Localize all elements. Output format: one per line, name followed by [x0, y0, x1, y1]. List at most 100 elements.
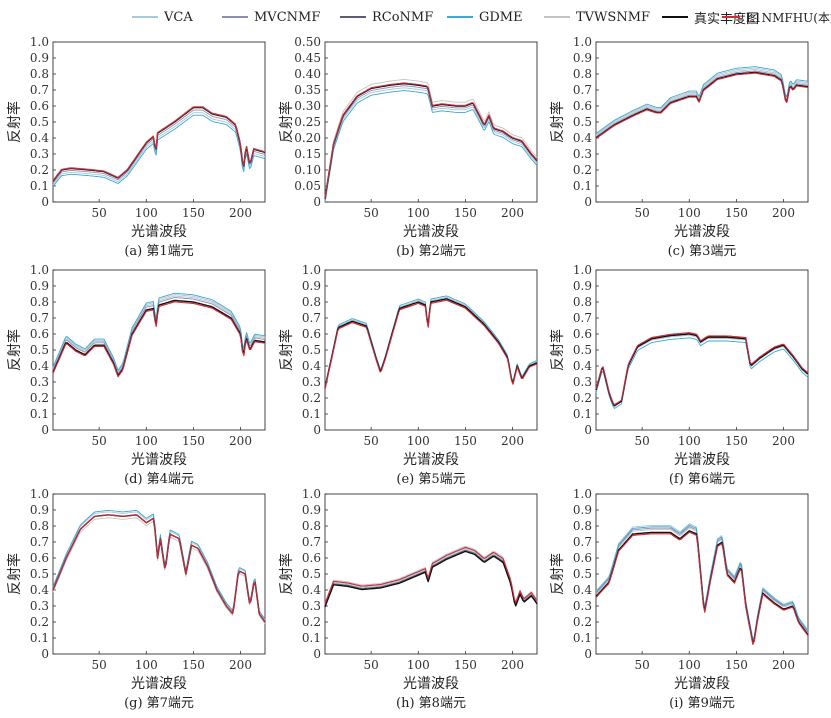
y-tick-label: 0.3 [302, 599, 321, 613]
chart-panel-d: 0 0.1 0.2 0.3 0.4 0.5 0.6 0.7 0.8 0.9 1.0 50 100 150 2… [6, 263, 266, 487]
x-tick-label: 100 [407, 434, 430, 448]
series-line-vca-b [324, 87, 538, 202]
y-tick-label: 0.9 [573, 279, 592, 293]
legend-swatch-mvcnmf [222, 16, 248, 18]
y-tick-label: 0.2 [302, 615, 321, 629]
series-line-gdme-f [595, 337, 809, 409]
panel-caption: (a) 第1端元 [124, 244, 193, 259]
x-tick-label: 200 [501, 434, 524, 448]
legend-swatch-gdme [447, 16, 473, 18]
y-tick-label: 0.2 [30, 391, 49, 405]
x-tick-label: 100 [678, 658, 701, 672]
y-tick-label: 0 [41, 195, 49, 209]
legend-label-tvwsnmf: TVWSNMF [576, 9, 651, 25]
chart-panel-c: 0 0.1 0.2 0.3 0.4 0.5 0.6 0.7 0.8 0.9 1.0 50 100 150 2… [549, 35, 809, 259]
y-tick-label: 0.5 [302, 343, 321, 357]
x-tick-label: 50 [364, 206, 379, 220]
y-tick-label: 0.6 [573, 327, 592, 341]
y-tick-label: 0.4 [302, 359, 321, 373]
legend-swatch-vca [132, 16, 158, 18]
legend-label-mvcnmf: MVCNMF [254, 9, 321, 25]
x-tick-label: 150 [725, 434, 748, 448]
legend-swatch-tvwsnmf [544, 16, 570, 18]
series-line-l1nmfhu-g [52, 514, 266, 623]
y-tick-label: 0.8 [30, 295, 49, 309]
plot-frame [595, 41, 809, 203]
x-tick-label: 200 [772, 434, 795, 448]
x-tick-label: 100 [678, 434, 701, 448]
series-line-gdme-a [52, 114, 266, 187]
y-tick-label: 0.8 [302, 519, 321, 533]
x-axis-label: 光谱波段 [131, 452, 187, 468]
legend-label-gdme: GDME [479, 9, 523, 25]
x-axis-label: 光谱波段 [674, 224, 730, 240]
x-axis-label: 光谱波段 [403, 224, 459, 240]
y-tick-label: 0.1 [573, 179, 592, 193]
y-tick-label: 0.3 [30, 375, 49, 389]
y-tick-label: 0.6 [30, 99, 49, 113]
x-axis-label: 光谱波段 [131, 224, 187, 240]
y-tick-label: 0 [41, 423, 49, 437]
x-tick-label: 150 [454, 434, 477, 448]
y-axis-label: 反射率 [278, 101, 295, 143]
x-axis-label: 光谱波段 [403, 452, 459, 468]
y-tick-label: 0.8 [30, 519, 49, 533]
x-tick-label: 150 [454, 658, 477, 672]
y-tick-label: 0.20 [294, 131, 321, 145]
y-tick-label: 0.10 [294, 163, 321, 177]
x-tick-label: 100 [678, 206, 701, 220]
y-axis-label: 反射率 [6, 329, 23, 371]
panel-caption: (d) 第4端元 [124, 472, 194, 487]
x-axis-label: 光谱波段 [674, 452, 730, 468]
y-tick-label: 0.7 [30, 83, 49, 97]
y-tick-label: 0.3 [573, 599, 592, 613]
x-tick-label: 50 [92, 434, 107, 448]
y-tick-label: 0.2 [30, 163, 49, 177]
y-tick-label: 0.6 [302, 327, 321, 341]
y-axis-label: 反射率 [549, 553, 566, 595]
x-tick-label: 200 [501, 206, 524, 220]
series-line-gdme-c [595, 66, 809, 134]
y-tick-label: 0.5 [573, 567, 592, 581]
y-tick-label: 0.7 [302, 311, 321, 325]
x-tick-label: 50 [635, 658, 650, 672]
y-tick-label: 0.8 [302, 295, 321, 309]
plot-frame [595, 493, 809, 655]
y-tick-label: 0.1 [573, 407, 592, 421]
y-tick-label: 0.3 [573, 375, 592, 389]
series-line-l1nmfhu-i [595, 531, 809, 645]
y-tick-label: 0.8 [573, 67, 592, 81]
legend-item-rconmf: RCoNMF [340, 8, 433, 26]
y-tick-label: 0.25 [294, 115, 321, 129]
panel-caption: (g) 第7端元 [124, 696, 194, 711]
x-tick-label: 200 [772, 206, 795, 220]
legend-item-gdme: GDME [447, 8, 523, 26]
x-tick-label: 100 [135, 206, 158, 220]
series-line-l1nmfhu-h [324, 547, 538, 605]
x-axis-label: 光谱波段 [403, 676, 459, 692]
series-line--e [324, 298, 538, 389]
y-tick-label: 0.6 [30, 551, 49, 565]
series-line-l1nmfhu-d [52, 301, 266, 378]
x-tick-label: 200 [501, 658, 524, 672]
y-axis-label: 反射率 [6, 553, 23, 595]
y-tick-label: 0.7 [573, 535, 592, 549]
x-tick-label: 50 [92, 658, 107, 672]
x-tick-label: 200 [229, 434, 252, 448]
y-tick-label: 1.0 [573, 35, 592, 49]
y-tick-label: 0.05 [294, 179, 321, 193]
x-tick-label: 150 [454, 206, 477, 220]
y-axis-label: 反射率 [6, 101, 23, 143]
legend-item-vca: VCA [132, 8, 193, 26]
series-line-vca-a [52, 112, 266, 186]
legend-label-ground-truth: 真实丰度图 [694, 11, 760, 27]
y-tick-label: 0.9 [30, 51, 49, 65]
x-tick-label: 200 [229, 658, 252, 672]
legend: VCA MVCNMF RCoNMF GDME TVWSNMF 真实丰度图 L1N… [0, 0, 831, 34]
series-line-gdme-d [52, 292, 266, 371]
x-tick-label: 50 [364, 658, 379, 672]
y-tick-label: 1.0 [30, 263, 49, 277]
y-tick-label: 0.30 [294, 99, 321, 113]
y-axis-label: 反射率 [278, 329, 295, 371]
